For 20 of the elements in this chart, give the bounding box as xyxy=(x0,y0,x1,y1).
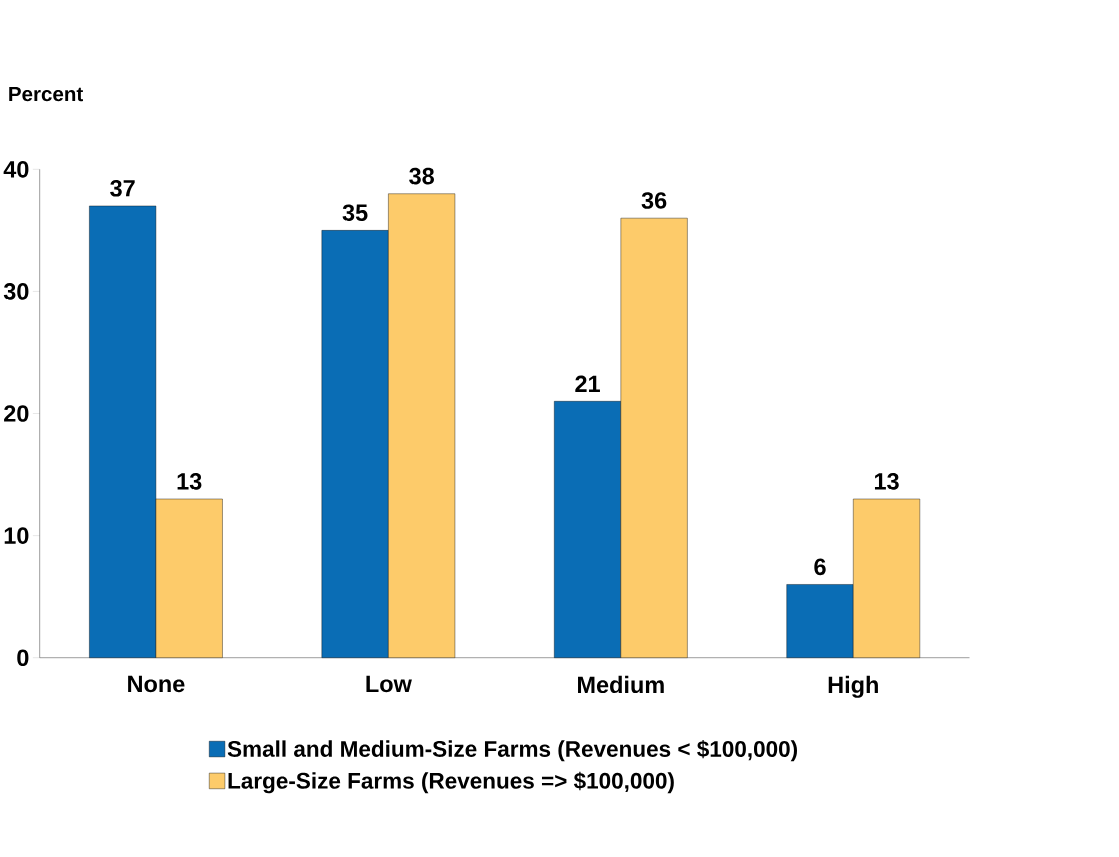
y-tick-label: 40 xyxy=(3,160,29,178)
x-tick-label: Medium xyxy=(578,675,664,693)
y-tick-label: 20 xyxy=(4,405,29,422)
data-label: 38 xyxy=(409,167,434,185)
x-tick-label: Low xyxy=(366,675,412,693)
legend-label: Large-Size Farms (Revenues => $100,000) xyxy=(228,771,674,794)
y-axis-title: Percent xyxy=(9,86,84,102)
data-label: 13 xyxy=(874,472,899,490)
data-label: 6 xyxy=(814,558,826,575)
y-tick-label: 0 xyxy=(17,649,29,666)
x-tick-label: None xyxy=(128,675,185,693)
y-tick-label: 30 xyxy=(3,282,29,300)
legend-label: Small and Medium-Size Farms (Revenues < $100,000) xyxy=(227,739,798,762)
x-tick-label: High xyxy=(828,675,878,698)
data-label: 36 xyxy=(641,191,667,209)
data-label: 35 xyxy=(342,204,368,221)
y-tick-label: 10 xyxy=(4,527,29,544)
data-label: 37 xyxy=(110,179,135,197)
data-label: 13 xyxy=(177,472,202,490)
data-label: 21 xyxy=(575,375,600,392)
